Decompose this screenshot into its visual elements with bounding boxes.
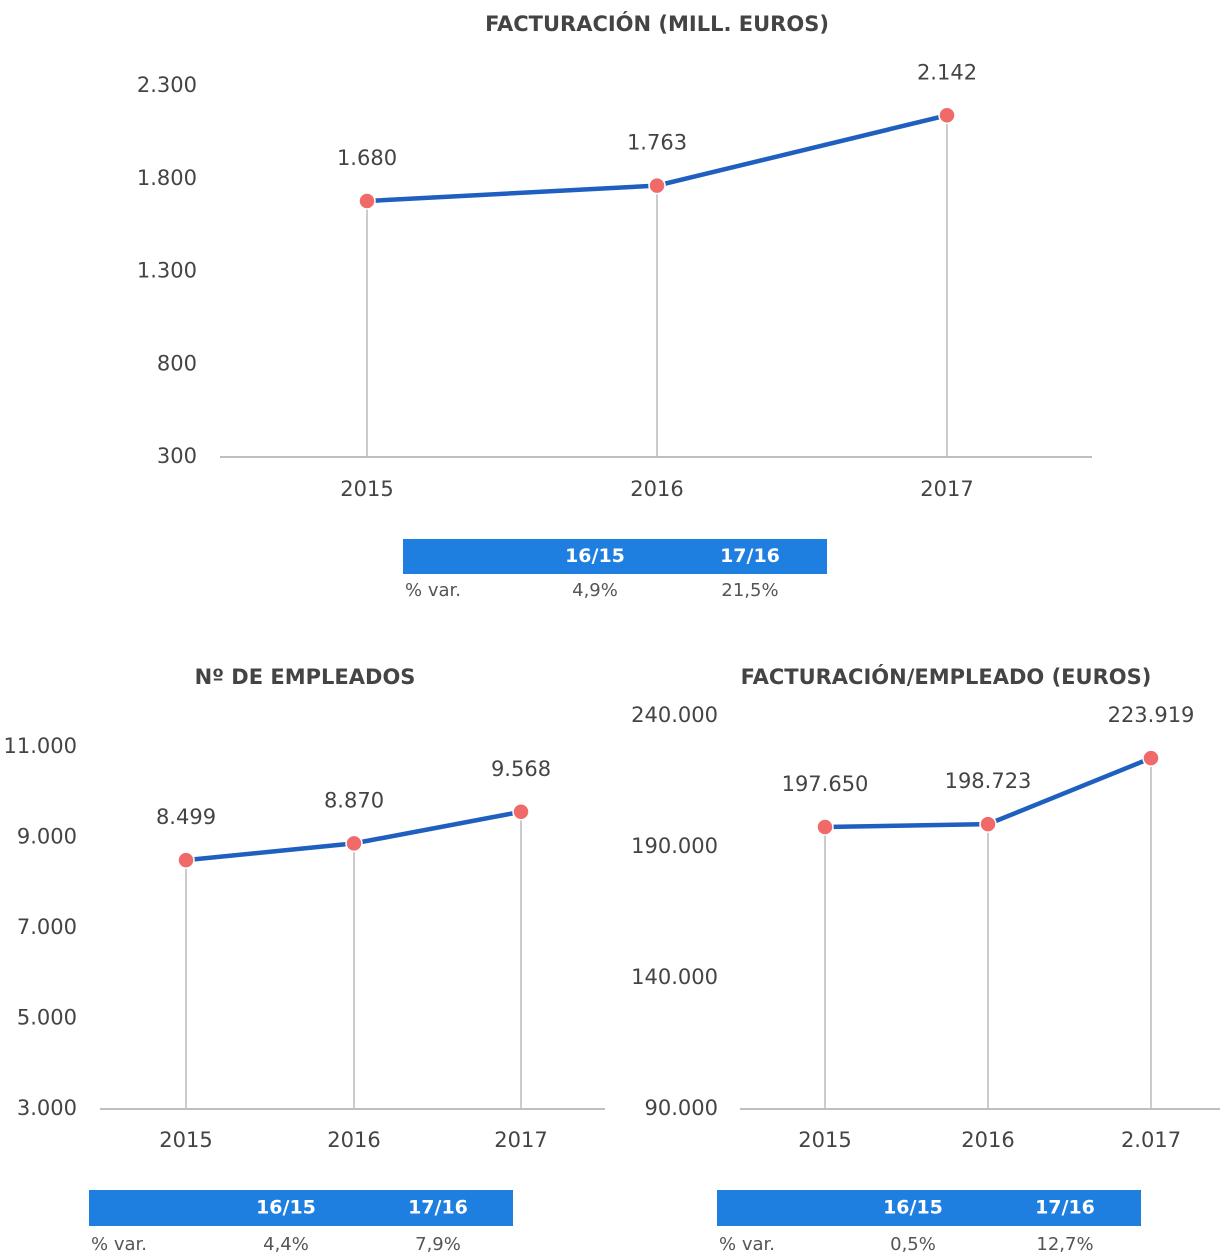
chart-title: Nº DE EMPLEADOS xyxy=(195,665,416,689)
table-cell: 21,5% xyxy=(721,580,778,601)
y-tick-label: 800 xyxy=(157,351,197,375)
table-cell: 0,5% xyxy=(890,1234,936,1255)
x-tick-label: 2017 xyxy=(494,1128,547,1152)
y-tick-label: 240.000 xyxy=(631,703,718,727)
y-tick-label: 1.300 xyxy=(137,259,197,283)
table-cell: 12,7% xyxy=(1036,1234,1093,1255)
x-tick-label: 2017 xyxy=(920,477,973,501)
table-header: 17/16 xyxy=(408,1197,468,1219)
x-tick-label: 2016 xyxy=(630,477,683,501)
data-label: 223.919 xyxy=(1108,703,1195,727)
table-row-label: % var. xyxy=(719,1234,775,1255)
data-label: 1.763 xyxy=(627,131,687,155)
x-tick-label: 2015 xyxy=(798,1128,851,1152)
x-tick-label: 2015 xyxy=(340,477,393,501)
table-header: 16/15 xyxy=(565,545,625,567)
table-header-bg xyxy=(717,1190,1141,1226)
y-tick-label: 7.000 xyxy=(17,915,77,939)
y-tick-label: 1.800 xyxy=(137,166,197,190)
y-tick-label: 5.000 xyxy=(17,1006,77,1030)
y-tick-label: 11.000 xyxy=(4,734,77,758)
x-tick-label: 2016 xyxy=(327,1128,380,1152)
y-tick-label: 190.000 xyxy=(631,834,718,858)
table-cell: 7,9% xyxy=(415,1234,461,1255)
y-tick-label: 9.000 xyxy=(17,825,77,849)
data-label: 8.870 xyxy=(324,788,384,812)
data-label: 9.568 xyxy=(491,757,551,781)
table-header: 17/16 xyxy=(720,545,780,567)
chart-title: FACTURACIÓN (MILL. EUROS) xyxy=(485,11,829,36)
y-tick-label: 3.000 xyxy=(17,1096,77,1120)
y-tick-label: 2.300 xyxy=(137,73,197,97)
table-header-bg xyxy=(403,539,827,574)
table-header: 16/15 xyxy=(883,1197,943,1219)
data-point xyxy=(979,815,997,833)
y-tick-label: 300 xyxy=(157,444,197,468)
data-point xyxy=(1142,749,1160,767)
table-header: 16/15 xyxy=(256,1197,316,1219)
data-label: 198.723 xyxy=(945,769,1032,793)
x-tick-label: 2015 xyxy=(159,1128,212,1152)
data-label: 197.650 xyxy=(782,772,869,796)
y-tick-label: 140.000 xyxy=(631,965,718,989)
table-row-label: % var. xyxy=(405,580,461,601)
table-cell: 4,9% xyxy=(572,580,618,601)
y-tick-label: 90.000 xyxy=(645,1096,718,1120)
x-tick-label: 2016 xyxy=(961,1128,1014,1152)
data-label: 2.142 xyxy=(917,60,977,84)
data-point xyxy=(648,176,666,195)
data-label: 8.499 xyxy=(156,805,216,829)
data-label: 1.680 xyxy=(337,146,397,170)
data-point xyxy=(938,106,956,125)
table-header-bg xyxy=(89,1190,513,1226)
data-point xyxy=(177,851,195,869)
data-point xyxy=(345,834,363,853)
data-point xyxy=(358,192,376,210)
table-row-label: % var. xyxy=(91,1234,147,1255)
table-header: 17/16 xyxy=(1035,1197,1095,1219)
table-cell: 4,4% xyxy=(263,1234,309,1255)
data-point xyxy=(512,803,530,821)
data-point xyxy=(816,818,834,836)
x-tick-label: 2.017 xyxy=(1121,1128,1181,1152)
chart-title: FACTURACIÓN/EMPLEADO (EUROS) xyxy=(741,664,1152,689)
